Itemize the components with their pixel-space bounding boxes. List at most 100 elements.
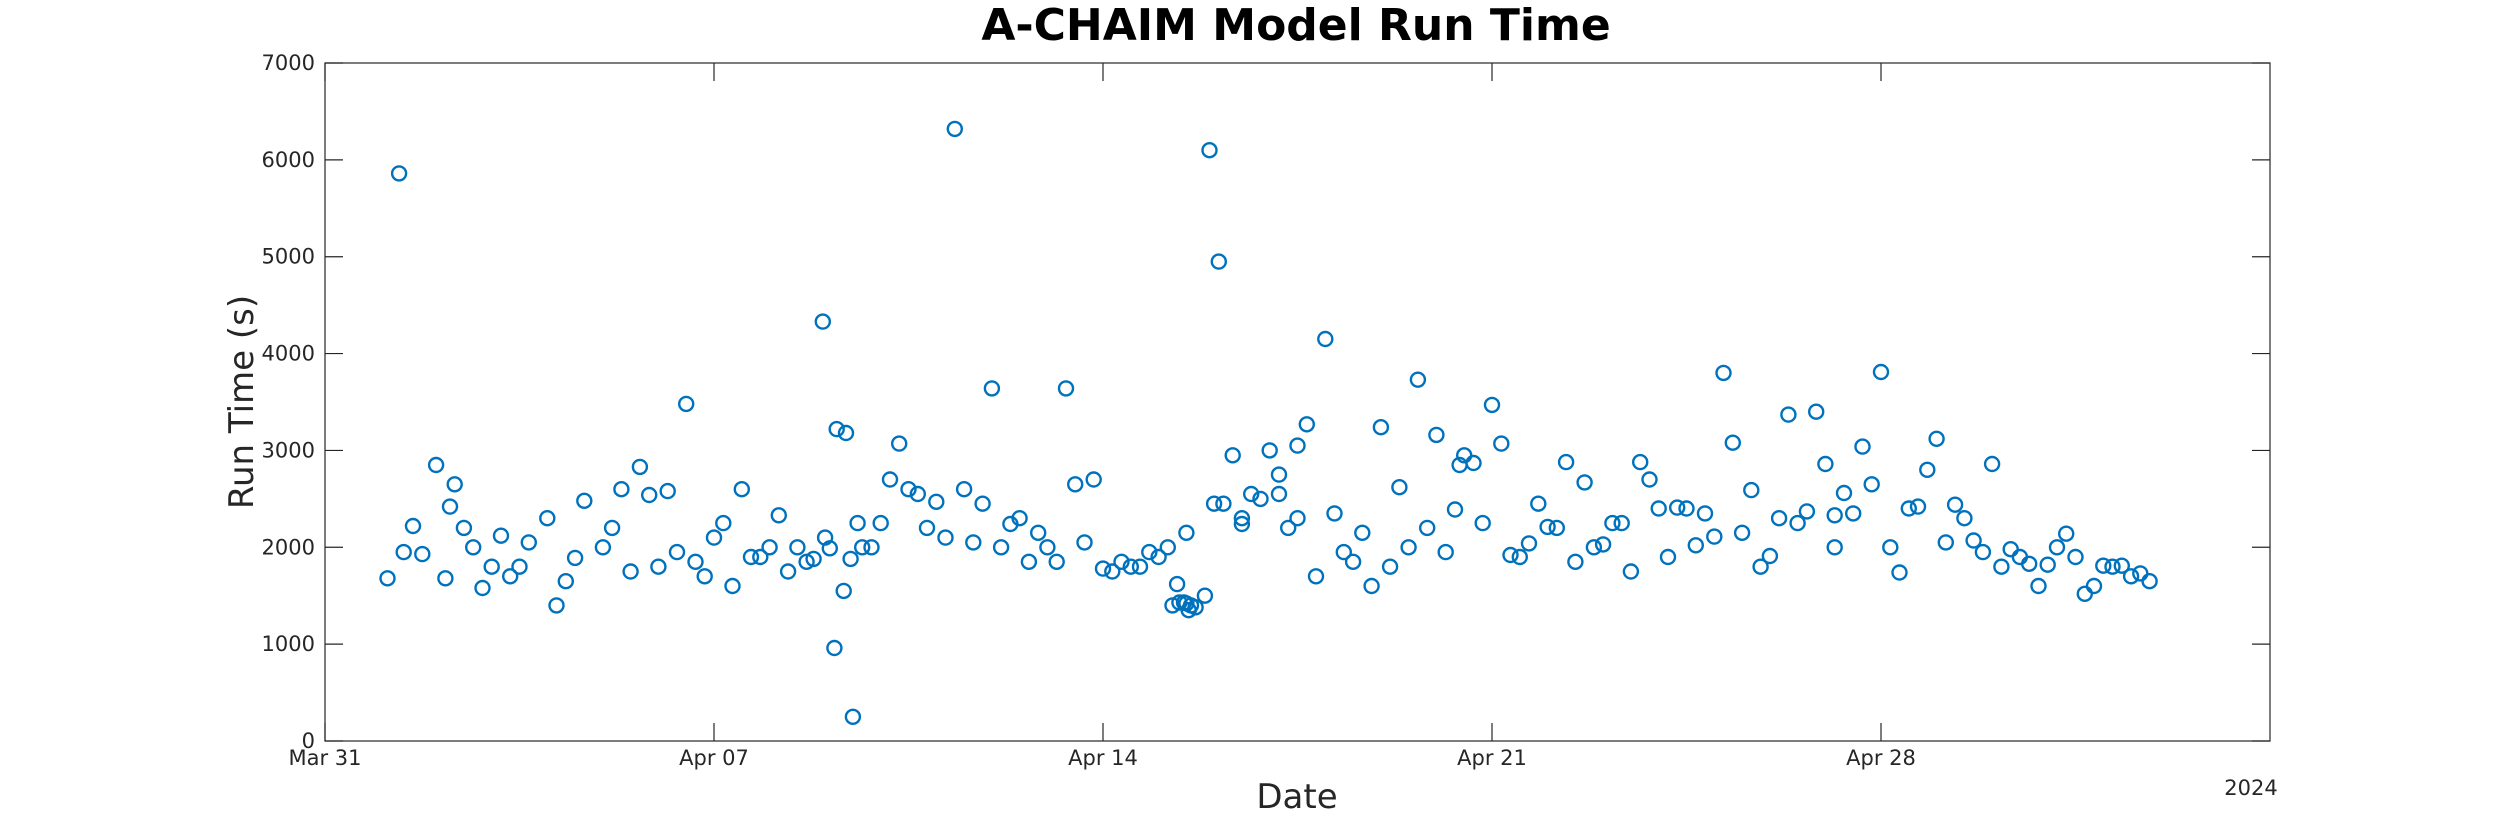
data-point xyxy=(1900,500,1918,517)
data-point xyxy=(2020,555,2038,572)
data-point xyxy=(733,481,750,498)
data-point xyxy=(761,539,778,556)
data-point xyxy=(1687,537,1705,554)
data-point xyxy=(1048,553,1065,570)
data-point xyxy=(1650,500,1667,517)
data-point xyxy=(1946,496,1964,513)
data-point xyxy=(465,539,482,556)
data-point xyxy=(1631,453,1649,471)
data-point xyxy=(492,527,510,544)
data-point xyxy=(1289,437,1306,454)
data-point xyxy=(891,435,908,452)
data-point xyxy=(414,545,431,563)
data-point xyxy=(1965,532,1982,549)
data-point xyxy=(1882,539,1899,556)
data-point xyxy=(2085,577,2103,595)
data-point xyxy=(842,550,859,568)
data-point xyxy=(1344,553,1362,570)
plot-area-frame xyxy=(324,62,2271,742)
data-point xyxy=(1029,524,1047,541)
data-point xyxy=(1835,484,1853,502)
data-point xyxy=(1210,253,1228,270)
data-point xyxy=(678,395,695,413)
data-point xyxy=(1557,453,1575,471)
data-point xyxy=(1215,495,1232,512)
data-point xyxy=(918,519,936,537)
data-point xyxy=(805,550,822,568)
data-point xyxy=(2002,541,2019,558)
data-point xyxy=(928,493,945,510)
data-point xyxy=(1335,543,1353,561)
data-point xyxy=(622,563,639,580)
data-point xyxy=(502,568,519,585)
data-point xyxy=(1743,481,1760,499)
data-point xyxy=(1409,371,1427,388)
data-point xyxy=(965,534,982,551)
data-point xyxy=(650,558,667,575)
data-point xyxy=(1085,471,1102,488)
data-point xyxy=(687,553,704,570)
data-point xyxy=(2104,558,2121,575)
data-point xyxy=(1956,510,1973,527)
data-point xyxy=(1363,577,1380,595)
data-point xyxy=(1530,495,1547,512)
data-point xyxy=(1201,141,1218,159)
data-point xyxy=(2067,548,2084,566)
data-point xyxy=(1418,519,1436,537)
data-point xyxy=(983,380,1001,397)
data-point xyxy=(2048,539,2066,556)
data-point xyxy=(1233,510,1251,527)
data-point xyxy=(2141,573,2158,590)
data-point xyxy=(1576,474,1593,491)
data-point xyxy=(594,539,612,556)
data-point xyxy=(2076,585,2094,602)
data-point xyxy=(1066,476,1084,493)
data-point xyxy=(1076,534,1093,551)
data-point xyxy=(715,514,732,532)
data-point xyxy=(404,517,422,535)
data-point xyxy=(1983,455,2001,473)
data-point xyxy=(1224,447,1241,464)
data-point xyxy=(789,539,806,556)
data-point xyxy=(1141,543,1158,561)
data-point xyxy=(955,481,973,498)
data-point xyxy=(395,543,412,561)
data-point xyxy=(1733,524,1751,541)
data-point xyxy=(603,519,621,537)
data-point xyxy=(1381,558,1399,575)
data-point xyxy=(1180,602,1197,619)
data-point xyxy=(1178,524,1195,541)
data-point xyxy=(483,558,500,575)
data-point xyxy=(1205,495,1223,512)
data-point xyxy=(849,514,866,532)
data-point xyxy=(1993,558,2010,575)
data-point xyxy=(1817,455,1834,473)
data-point xyxy=(1474,514,1491,532)
data-point xyxy=(379,570,396,587)
data-point xyxy=(1863,476,1880,493)
data-point xyxy=(1298,416,1316,433)
y-tick-label: 6000 xyxy=(262,148,315,172)
data-point xyxy=(821,540,838,557)
data-point xyxy=(752,548,769,566)
y-tick-label: 4000 xyxy=(262,342,315,366)
data-point xyxy=(1919,461,1936,478)
data-point xyxy=(2122,568,2140,585)
x-tick-label: Mar 31 xyxy=(288,746,361,770)
data-point xyxy=(1548,519,1566,537)
data-point xyxy=(2030,577,2047,595)
data-point xyxy=(1511,548,1529,566)
data-point xyxy=(1585,539,1603,556)
data-point xyxy=(1039,539,1056,556)
data-point xyxy=(1483,396,1501,414)
data-point xyxy=(1678,500,1695,517)
data-point xyxy=(1493,435,1510,452)
data-point xyxy=(1604,514,1621,532)
data-point xyxy=(613,481,630,498)
data-point xyxy=(1761,547,1779,565)
data-point xyxy=(826,639,843,657)
data-point xyxy=(946,120,963,138)
data-point xyxy=(844,708,862,725)
x-axis-label: Date xyxy=(1256,777,1337,817)
data-point xyxy=(1622,563,1640,580)
